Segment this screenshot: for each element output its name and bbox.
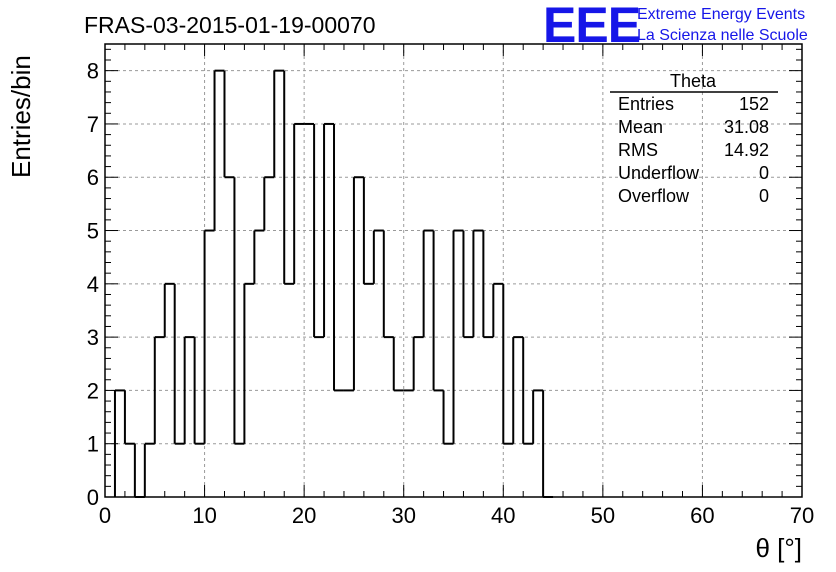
x-tick-label: 10 [192,503,216,528]
y-tick-label: 3 [87,325,99,350]
x-tick-label: 30 [391,503,415,528]
x-tick-label: 20 [292,503,316,528]
x-tick-label: 50 [591,503,615,528]
logo-subtitle-1: Extreme Energy Events [637,6,805,23]
stats-value: 0 [759,163,769,183]
plot-frame [104,43,803,498]
stats-label: Underflow [618,163,700,183]
stats-value: 152 [739,94,769,114]
y-tick-label: 0 [87,485,99,510]
y-tick-label: 2 [87,378,99,403]
x-tick-label: 70 [790,503,814,528]
stats-title: Theta [670,71,717,91]
eee-logo: EEE [543,0,640,53]
chart-title: FRAS-03-2015-01-19-00070 [84,12,376,38]
x-tick-label: 60 [690,503,714,528]
y-tick-label: 5 [87,219,99,244]
y-axis-title: Entries/bin [6,55,36,178]
stats-label: RMS [618,140,658,160]
stats-label: Overflow [618,186,690,206]
x-tick-label: 40 [491,503,515,528]
stats-label: Mean [618,117,663,137]
axis-ticks [104,44,803,498]
y-tick-label: 7 [87,112,99,137]
logo-subtitle-2: La Scienza nelle Scuole [637,27,808,44]
y-tick-label: 4 [87,272,99,297]
stats-box: Theta Entries 152 Mean 31.08 RMS 14.92 Underfl… [610,71,778,206]
stats-value: 0 [759,186,769,206]
x-tick-labels: 0 10 20 30 40 50 60 70 [99,503,814,528]
histogram-bars [113,69,554,498]
y-tick-label: 6 [87,165,99,190]
y-tick-labels: 0 1 2 3 4 5 6 7 8 [87,59,99,510]
y-tick-label: 1 [87,432,99,457]
stats-value: 14.92 [724,140,769,160]
stats-value: 31.08 [724,117,769,137]
x-tick-label: 0 [99,503,111,528]
x-axis-title: θ [°] [755,533,802,563]
stats-label: Entries [618,94,674,114]
y-tick-label: 8 [87,59,99,84]
